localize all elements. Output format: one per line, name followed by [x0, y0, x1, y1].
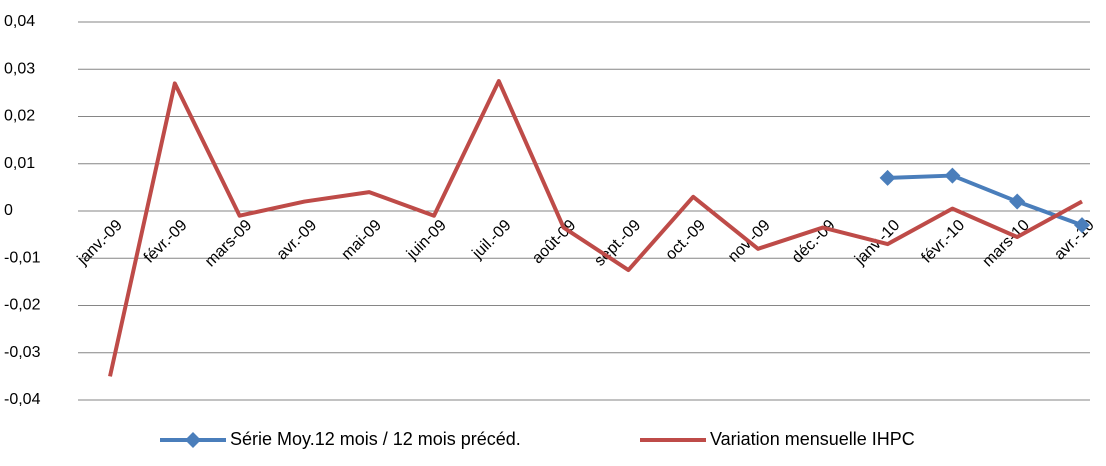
y-tick-label: 0,01	[4, 155, 35, 172]
y-tick-label: 0	[4, 202, 13, 219]
x-tick-label: mai-09	[338, 217, 385, 264]
y-tick-label: -0,01	[4, 249, 41, 266]
y-tick-label: 0,04	[4, 13, 35, 30]
x-tick-label: juin-09	[403, 217, 450, 264]
x-tick-label: févr.-09	[141, 217, 191, 267]
x-tick-label: avr.-09	[274, 217, 321, 264]
y-tick-label: -0,04	[4, 391, 41, 408]
y-tick-label: 0,03	[4, 60, 35, 77]
marker	[944, 167, 961, 184]
series-line	[108, 79, 1083, 377]
legend-marker	[185, 432, 201, 448]
series-line	[887, 173, 1083, 228]
legend-label: Série Moy.12 mois / 12 mois précéd.	[230, 429, 521, 449]
x-tick-label: déc.-09	[789, 217, 839, 267]
x-tick-label: juil.-09	[469, 217, 515, 263]
legend-label: Variation mensuelle IHPC	[710, 429, 915, 449]
y-tick-label: 0,02	[4, 108, 35, 125]
x-tick-label: janv.-09	[74, 217, 126, 269]
marker	[1074, 217, 1090, 234]
y-tick-label: -0,03	[4, 344, 41, 361]
x-tick-label: août-09	[529, 217, 579, 267]
marker	[879, 169, 896, 186]
marker	[1009, 193, 1026, 210]
y-tick-label: -0,02	[4, 297, 41, 314]
x-tick-label: mars-09	[202, 217, 256, 271]
